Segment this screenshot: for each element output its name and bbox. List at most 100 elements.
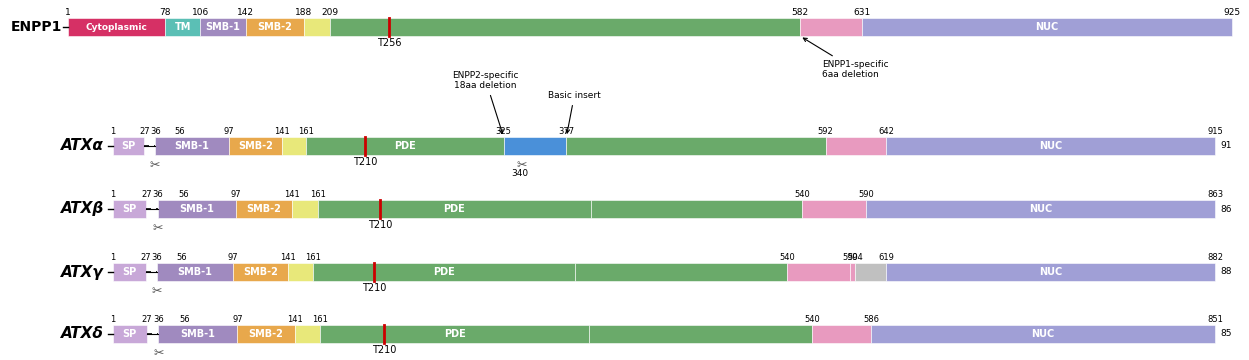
- Text: 1: 1: [110, 253, 116, 262]
- Text: ATXγ: ATXγ: [61, 265, 104, 279]
- Text: 1: 1: [110, 190, 116, 199]
- Text: 325: 325: [496, 127, 512, 136]
- Bar: [282, 137, 306, 155]
- Text: 56: 56: [179, 190, 189, 199]
- Bar: [799, 18, 862, 36]
- Bar: [112, 200, 146, 218]
- Bar: [826, 137, 886, 155]
- Text: NUC: NUC: [1039, 267, 1062, 277]
- Text: 161: 161: [310, 190, 326, 199]
- Bar: [237, 325, 295, 343]
- Bar: [246, 18, 304, 36]
- Text: 882: 882: [1207, 253, 1223, 262]
- Text: SMB-1: SMB-1: [180, 204, 214, 214]
- Text: 86: 86: [1220, 204, 1232, 213]
- Text: Basic insert: Basic insert: [548, 91, 601, 133]
- Text: 141: 141: [286, 315, 302, 324]
- Text: 27: 27: [140, 253, 151, 262]
- Text: 56: 56: [174, 127, 185, 136]
- Text: ATXδ: ATXδ: [61, 327, 104, 342]
- Text: 78: 78: [160, 8, 171, 17]
- Bar: [157, 200, 236, 218]
- Bar: [812, 325, 872, 343]
- Text: NUC: NUC: [1039, 141, 1062, 151]
- Text: ✂: ✂: [151, 285, 162, 298]
- Text: SMB-1: SMB-1: [181, 329, 215, 339]
- Text: 925: 925: [1224, 8, 1240, 17]
- Bar: [591, 200, 802, 218]
- Text: SMB-1: SMB-1: [175, 141, 210, 151]
- Text: 141: 141: [280, 253, 296, 262]
- Text: SMB-2: SMB-2: [249, 329, 284, 339]
- Bar: [112, 137, 145, 155]
- Text: 106: 106: [191, 8, 209, 17]
- Text: SMB-1: SMB-1: [206, 22, 240, 32]
- Text: 594: 594: [847, 253, 863, 262]
- Text: 141: 141: [274, 127, 290, 136]
- Bar: [292, 200, 317, 218]
- Bar: [862, 18, 1232, 36]
- Bar: [849, 263, 854, 281]
- Text: 209: 209: [321, 8, 338, 17]
- Text: 161: 161: [312, 315, 328, 324]
- Bar: [802, 200, 866, 218]
- Bar: [234, 263, 289, 281]
- Text: 56: 56: [179, 315, 190, 324]
- Text: ✂: ✂: [150, 159, 160, 172]
- Text: SP: SP: [122, 267, 136, 277]
- Bar: [330, 18, 799, 36]
- Text: 377: 377: [558, 127, 575, 136]
- Bar: [155, 137, 229, 155]
- Text: NUC: NUC: [1029, 204, 1052, 214]
- Text: SMB-2: SMB-2: [244, 267, 279, 277]
- Text: SP: SP: [121, 141, 136, 151]
- Bar: [866, 200, 1215, 218]
- Text: 85: 85: [1220, 329, 1232, 338]
- Bar: [165, 18, 200, 36]
- Bar: [321, 325, 588, 343]
- Text: PDE: PDE: [433, 267, 455, 277]
- Text: ✂: ✂: [154, 347, 164, 360]
- Text: 27: 27: [139, 127, 150, 136]
- Bar: [313, 263, 575, 281]
- Text: ENPP1: ENPP1: [11, 20, 62, 34]
- Text: 27: 27: [141, 190, 151, 199]
- Bar: [566, 137, 826, 155]
- Bar: [787, 263, 849, 281]
- Bar: [588, 325, 812, 343]
- Bar: [200, 18, 246, 36]
- Text: 56: 56: [176, 253, 187, 262]
- Text: 915: 915: [1207, 127, 1223, 136]
- Text: 619: 619: [878, 253, 894, 262]
- Text: 36: 36: [150, 127, 161, 136]
- Text: PDE: PDE: [443, 329, 466, 339]
- Text: TM: TM: [175, 22, 191, 32]
- Text: 97: 97: [232, 315, 242, 324]
- Bar: [886, 263, 1215, 281]
- Text: SP: SP: [122, 329, 137, 339]
- Text: ✂: ✂: [152, 222, 164, 235]
- Text: 586: 586: [863, 315, 879, 324]
- Bar: [236, 200, 292, 218]
- Text: ATXβ: ATXβ: [61, 202, 104, 216]
- Bar: [304, 18, 330, 36]
- Text: SMB-1: SMB-1: [177, 267, 212, 277]
- Text: 582: 582: [792, 8, 808, 17]
- Bar: [872, 325, 1215, 343]
- Bar: [886, 137, 1215, 155]
- Text: Cytoplasmic: Cytoplasmic: [86, 22, 147, 31]
- Text: 36: 36: [152, 190, 164, 199]
- Bar: [295, 325, 321, 343]
- Text: NUC: NUC: [1035, 22, 1058, 32]
- Text: 97: 97: [230, 190, 241, 199]
- Bar: [112, 263, 146, 281]
- Text: 540: 540: [804, 315, 819, 324]
- Text: T210: T210: [352, 157, 377, 167]
- Text: T256: T256: [377, 38, 401, 48]
- Text: ENPP2-specific
18aa deletion: ENPP2-specific 18aa deletion: [452, 71, 518, 133]
- Text: ENPP1-specific
6aa deletion: ENPP1-specific 6aa deletion: [803, 38, 888, 80]
- Text: 863: 863: [1207, 190, 1223, 199]
- Text: 27: 27: [141, 315, 152, 324]
- Text: 642: 642: [878, 127, 894, 136]
- Text: 97: 97: [224, 127, 234, 136]
